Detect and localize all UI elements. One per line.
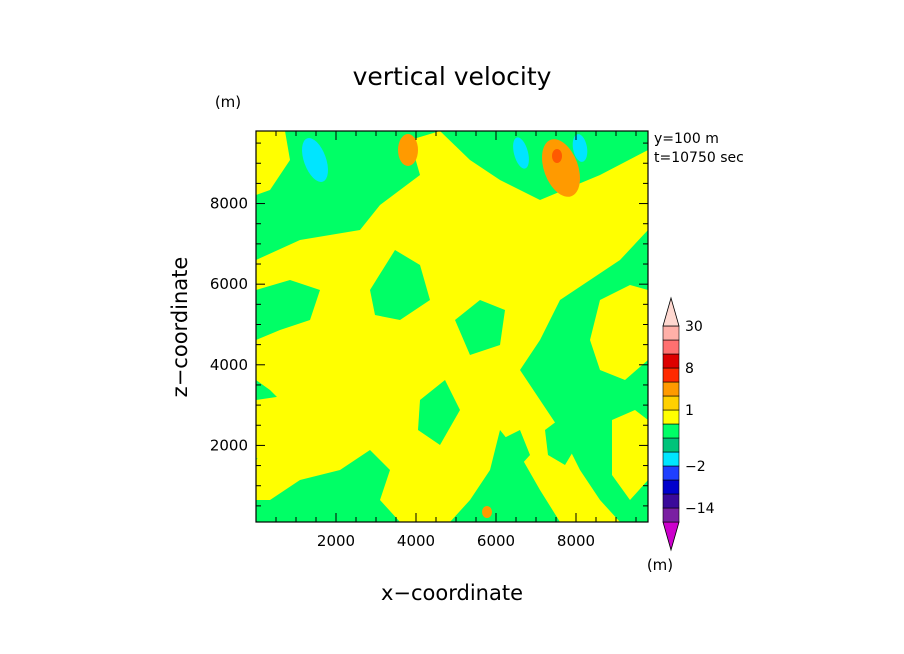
contour-region-positive-right bbox=[590, 285, 648, 380]
y-tick-label: 8000 bbox=[210, 195, 248, 213]
colorbar-swatch bbox=[662, 507, 680, 523]
annotation-time: t=10750 sec bbox=[654, 150, 744, 166]
y-unit-label: (m) bbox=[215, 93, 241, 111]
x-tick-label: 6000 bbox=[477, 532, 515, 550]
updraft-core-2 bbox=[542, 139, 580, 197]
y-tick-label: 2000 bbox=[210, 436, 248, 454]
downdraft-core-2 bbox=[513, 137, 529, 169]
downdraft-core-1 bbox=[302, 138, 328, 182]
colorbar-swatch bbox=[662, 367, 680, 383]
plot-frame bbox=[255, 130, 649, 523]
y-tick-label: 6000 bbox=[210, 275, 248, 293]
colorbar-label: 1 bbox=[685, 403, 694, 419]
contour-region-positive-bottom-right bbox=[612, 410, 648, 500]
colorbar-swatch bbox=[662, 451, 680, 467]
contour-region-weak-4 bbox=[545, 415, 580, 465]
colorbar-swatch bbox=[662, 479, 680, 495]
x-axis-label: x−coordinate bbox=[381, 581, 523, 605]
colorbar-swatch bbox=[662, 381, 680, 397]
colorbar-swatch bbox=[662, 325, 680, 341]
colorbar-label: −14 bbox=[685, 501, 715, 517]
y-axis-label: z−coordinate bbox=[168, 257, 192, 398]
contour-region-weak-3 bbox=[418, 380, 460, 445]
colorbar-label: 8 bbox=[685, 361, 694, 377]
x-tick-label: 2000 bbox=[317, 532, 355, 550]
contour-region-positive-main bbox=[256, 131, 648, 522]
contour-region-weak-2 bbox=[455, 300, 505, 355]
y-tick-label: 4000 bbox=[210, 356, 248, 374]
colorbar-label: 30 bbox=[685, 319, 703, 335]
updraft-core-2-inner bbox=[552, 149, 562, 163]
colorbar: 30 8 1 −2 −14 bbox=[662, 296, 715, 552]
contour-field bbox=[256, 131, 648, 522]
colorbar-swatch bbox=[662, 339, 680, 355]
contour-region-weak-5 bbox=[300, 195, 355, 235]
annotation-y-position: y=100 m bbox=[654, 131, 719, 147]
colorbar-swatch bbox=[662, 353, 680, 369]
colorbar-swatch bbox=[662, 423, 680, 439]
colorbar-swatch bbox=[662, 465, 680, 481]
contour-region-positive-left-mid bbox=[256, 395, 310, 465]
contour-region-positive-top-left bbox=[256, 131, 290, 195]
downdraft-core-3 bbox=[572, 134, 588, 162]
colorbar-label: −2 bbox=[685, 459, 706, 475]
contour-region-positive-center bbox=[325, 350, 380, 420]
x-tick-label: 8000 bbox=[557, 532, 595, 550]
colorbar-swatch bbox=[662, 437, 680, 453]
axis-ticks: 2000 4000 6000 8000 2000 4000 6000 8000 bbox=[210, 131, 648, 550]
colorbar-swatch bbox=[662, 409, 680, 425]
updraft-core-1 bbox=[398, 134, 418, 166]
colorbar-swatch bbox=[662, 395, 680, 411]
colorbar-extend-max bbox=[662, 296, 680, 327]
colorbar-unit-label: (m) bbox=[647, 556, 673, 574]
chart-title: vertical velocity bbox=[353, 62, 552, 91]
x-tick-label: 4000 bbox=[397, 532, 435, 550]
updraft-core-3 bbox=[482, 506, 492, 518]
contour-region-weak-1 bbox=[370, 250, 430, 320]
colorbar-swatch bbox=[662, 493, 680, 509]
contour-region-weak-6 bbox=[498, 430, 530, 475]
colorbar-extend-min bbox=[662, 521, 680, 552]
